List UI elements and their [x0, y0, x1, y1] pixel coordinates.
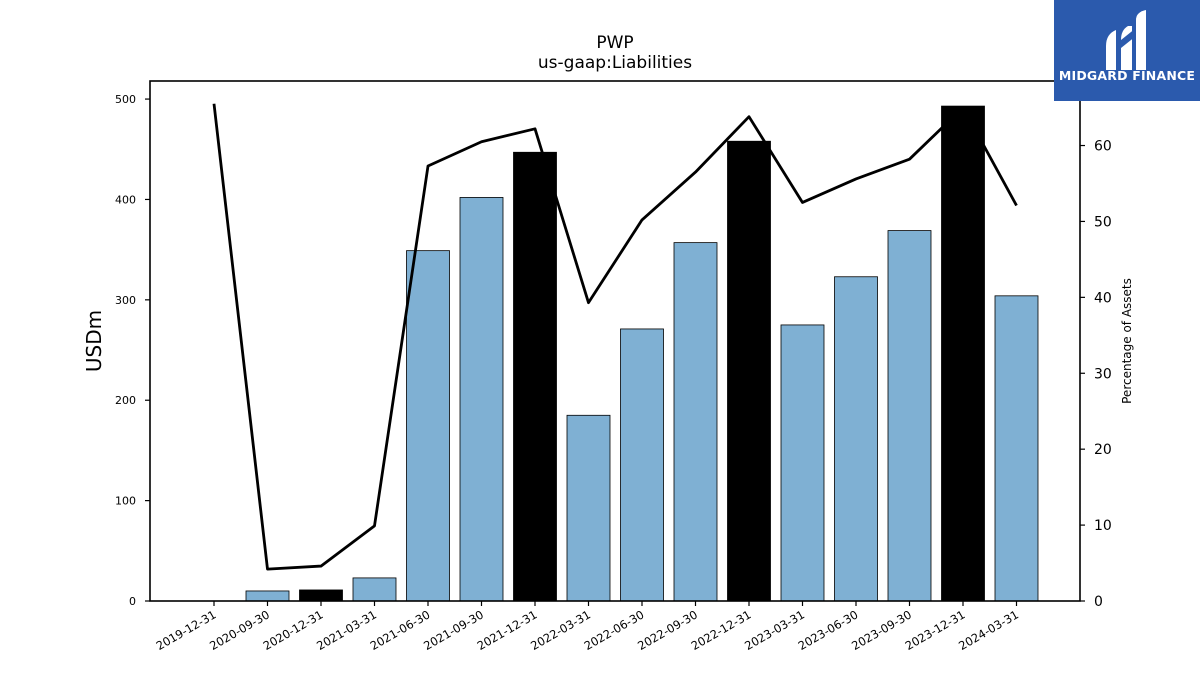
y-tick-label: 300	[115, 294, 136, 307]
x-axis: 2019-12-312020-09-302020-12-312021-03-31…	[154, 601, 1021, 653]
bar-2020-09-30	[245, 590, 290, 602]
bar-2021-03-31	[352, 577, 397, 602]
x-tick-label: 2021-06-30	[368, 607, 433, 653]
y-axis-label: USDm	[82, 310, 106, 372]
line-group	[212, 103, 1018, 571]
logo: MIDGARD FINANCE	[1054, 0, 1200, 101]
y-tick-label: 400	[115, 193, 136, 206]
logo-mark-icon	[1106, 10, 1146, 70]
x-tick-label: 2022-03-31	[528, 607, 593, 653]
x-tick-label: 2021-03-31	[314, 607, 379, 653]
chart-subtitle: us-gaap:Liabilities	[538, 53, 692, 73]
x-tick-label: 2022-06-30	[582, 607, 647, 653]
chart-title: PWP	[596, 33, 633, 53]
x-tick-label: 2022-09-30	[635, 607, 700, 653]
x-tick-label: 2023-06-30	[796, 607, 861, 653]
bar-2022-12-31	[727, 140, 771, 602]
y2-tick-label: 0	[1094, 594, 1103, 610]
bar-2022-03-31	[566, 414, 611, 602]
bar-2023-06-30	[834, 276, 878, 602]
x-tick-label: 2023-03-31	[742, 607, 807, 653]
bar-2022-09-30	[673, 242, 718, 602]
x-tick-label: 2020-12-31	[261, 607, 326, 653]
y-axis: 0 100 200 300 400 500	[115, 93, 150, 608]
x-tick-label: 2022-12-31	[689, 607, 754, 653]
x-tick-label: 2023-12-31	[903, 607, 968, 653]
bar-2021-09-30	[459, 197, 504, 602]
y2-tick-label: 30	[1094, 366, 1112, 382]
x-tick-label: 2020-09-30	[207, 607, 272, 653]
y2-axis: 0 10 20 30 40 50 60	[1080, 139, 1112, 610]
percentage-line	[212, 103, 1018, 571]
bars-group	[245, 105, 1039, 602]
bar-2023-12-31	[941, 105, 985, 602]
plot-frame	[149, 80, 1081, 602]
y2-tick-label: 60	[1094, 139, 1112, 155]
y2-tick-label: 20	[1094, 442, 1112, 458]
logo-text: MIDGARD FINANCE	[1058, 68, 1196, 83]
y-tick-label: 0	[129, 595, 136, 608]
x-tick-label: 2024-03-31	[956, 607, 1021, 653]
bar-2022-06-30	[620, 328, 664, 602]
y2-axis-label: Percentage of Assets	[1120, 278, 1134, 404]
bar-2024-03-31	[994, 295, 1039, 602]
bar-2023-03-31	[780, 324, 825, 602]
x-tick-label: 2023-09-30	[849, 607, 914, 653]
x-tick-label: 2021-12-31	[475, 607, 540, 653]
bar-2023-09-30	[887, 230, 932, 602]
x-tick-label: 2019-12-31	[154, 607, 219, 653]
y-tick-label: 100	[115, 495, 136, 508]
bar-2021-12-31	[513, 151, 557, 602]
y2-tick-label: 40	[1094, 290, 1112, 306]
y2-tick-label: 10	[1094, 518, 1112, 534]
y-tick-label: 500	[115, 93, 136, 106]
bar-2021-06-30	[406, 250, 450, 602]
y-tick-label: 200	[115, 394, 136, 407]
x-tick-label: 2021-09-30	[421, 607, 486, 653]
y2-tick-label: 50	[1094, 214, 1112, 230]
bar-2020-12-31	[299, 589, 343, 602]
